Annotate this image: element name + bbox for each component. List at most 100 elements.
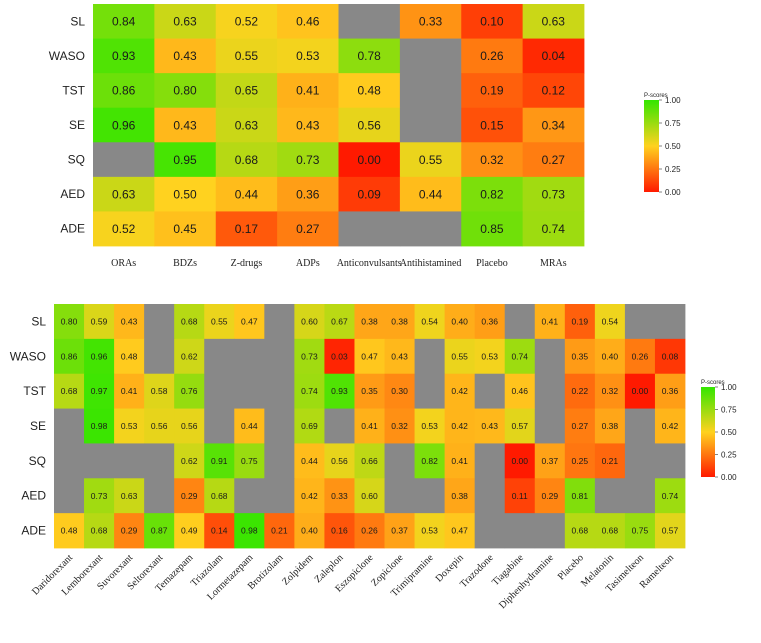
cell-value-label: 0.73 <box>301 351 318 361</box>
heatmap-cell <box>624 373 656 409</box>
cell-value-label: 0.56 <box>151 421 168 431</box>
heatmap-cell <box>534 478 566 514</box>
heatmap-cell <box>594 478 626 514</box>
heatmap-cell <box>277 142 339 178</box>
heatmap-cell <box>338 142 401 178</box>
heatmap-cell <box>564 304 596 340</box>
heatmap-cell <box>154 211 217 247</box>
heatmap-cell <box>215 142 278 178</box>
heatmap-cell <box>294 478 325 514</box>
heatmap-cell <box>277 38 339 74</box>
heatmap-cell <box>414 478 446 514</box>
heatmap-cell <box>594 338 626 375</box>
heatmap-cell <box>264 478 295 514</box>
heatmap-cell <box>504 513 536 549</box>
cell-value-label: 0.66 <box>361 456 378 466</box>
heatmap-cell <box>144 478 175 514</box>
heatmap-cell <box>84 338 115 375</box>
legend-tick-label: 1.00 <box>665 96 681 105</box>
heatmap-cell <box>399 4 462 39</box>
row-label-se: SE <box>30 419 46 433</box>
cell-value-label: 0.97 <box>91 386 108 396</box>
cell-value-label: 0.41 <box>296 84 320 98</box>
cell-value-label: 0.56 <box>331 456 348 466</box>
heatmap-cell <box>54 338 85 375</box>
cell-value-label: 0.74 <box>662 491 679 501</box>
heatmap-cell <box>93 38 155 74</box>
heatmap-cell <box>93 176 155 212</box>
cell-value-label: 0.68 <box>61 386 78 396</box>
heatmap-cell <box>114 478 145 514</box>
heatmap-cell <box>234 478 265 514</box>
heatmap-cell <box>84 443 115 479</box>
heatmap-cell <box>399 176 462 212</box>
heatmap-cell <box>461 211 524 247</box>
cell-value-label: 0.44 <box>235 187 259 201</box>
heatmap-cell <box>654 443 686 479</box>
cell-value-label: 0.27 <box>572 421 589 431</box>
column-label: Zolpidem <box>280 552 315 587</box>
legend-tick-label: 0.00 <box>721 473 737 482</box>
heatmap-cell <box>624 443 656 479</box>
cell-value-label: 0.44 <box>419 187 443 201</box>
cell-value-label: 0.36 <box>662 386 679 396</box>
heatmap-cell <box>174 443 205 479</box>
heatmap-cell <box>204 408 235 444</box>
cell-value-label: 0.85 <box>480 222 504 236</box>
cell-value-label: 0.93 <box>112 49 136 63</box>
legend-tick-label: 0.00 <box>665 188 681 197</box>
heatmap-cell <box>93 211 155 247</box>
heatmap-cell <box>154 73 217 109</box>
cell-value-label: 0.68 <box>91 526 108 536</box>
cell-value-label: 0.21 <box>602 456 619 466</box>
cell-value-label: 0.47 <box>241 316 258 326</box>
cell-value-label: 0.03 <box>331 351 348 361</box>
heatmap-cell <box>354 478 385 514</box>
heatmap-cell <box>654 513 686 549</box>
heatmap-cell <box>504 408 536 444</box>
cell-value-label: 0.17 <box>235 222 259 236</box>
cell-value-label: 0.38 <box>361 316 378 326</box>
drug-heatmap: SL WASO TST SE SQ AED ADE 0.80 0.59 0.43 0.68 0.55 0… <box>10 304 686 611</box>
cell-value-label: 0.62 <box>181 351 198 361</box>
cell-value-label: 0.63 <box>542 15 566 29</box>
cell-value-label: 0.75 <box>632 526 649 536</box>
heatmap-cell <box>564 513 596 549</box>
cell-value-label: 0.10 <box>480 15 504 29</box>
heatmap-cell <box>384 408 415 444</box>
cell-value-label: 0.55 <box>451 351 468 361</box>
column-label: ADPs <box>296 258 320 269</box>
heatmap-cell <box>534 338 566 375</box>
cell-value-label: 0.42 <box>451 386 468 396</box>
cell-value-label: 0.48 <box>358 84 382 98</box>
cell-value-label: 0.59 <box>91 316 108 326</box>
heatmap-cell <box>654 338 686 375</box>
legend-tick-label: 0.75 <box>721 406 737 415</box>
heatmap-cell <box>338 176 401 212</box>
heatmap-cell <box>234 513 265 549</box>
row-label-sl: SL <box>70 14 85 28</box>
heatmap-cell <box>154 107 217 143</box>
heatmap-cell <box>215 4 278 39</box>
cell-value-label: 0.65 <box>235 84 259 98</box>
heatmap-cell <box>84 478 115 514</box>
heatmap-cell <box>354 408 385 444</box>
heatmap-cell <box>414 338 446 375</box>
cell-value-label: 0.62 <box>181 456 198 466</box>
cell-value-label: 0.41 <box>121 386 138 396</box>
cell-value-label: 0.37 <box>391 526 408 536</box>
heatmap-cell <box>461 73 524 109</box>
cell-value-label: 0.63 <box>173 15 197 29</box>
heatmap-cell <box>654 408 686 444</box>
cell-value-label: 0.42 <box>301 491 318 501</box>
heatmap-cell <box>594 373 626 409</box>
heatmap-cell <box>84 513 115 549</box>
heatmap-cell <box>215 73 278 109</box>
heatmap-cell <box>215 211 278 247</box>
heatmap-cell <box>54 408 85 444</box>
heatmap-cell <box>354 513 385 549</box>
cell-value-label: 0.55 <box>419 153 443 167</box>
heatmap-cell <box>264 338 295 375</box>
heatmap-cell <box>144 373 175 409</box>
